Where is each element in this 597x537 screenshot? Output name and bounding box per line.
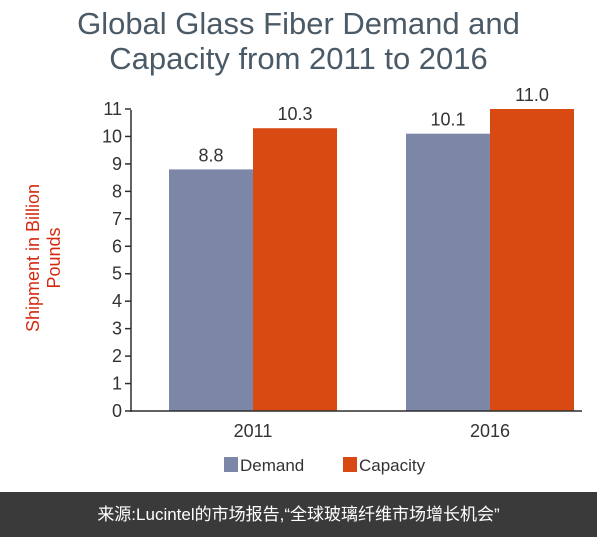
chart-title: Global Glass Fiber Demand and Capacity f… bbox=[0, 6, 597, 76]
bar-capacity-2011 bbox=[253, 128, 337, 411]
x-tick-label: 2016 bbox=[470, 421, 510, 441]
y-tick-label: 9 bbox=[112, 154, 122, 174]
y-tick-label: 4 bbox=[112, 291, 122, 311]
legend-label-capacity: Capacity bbox=[359, 456, 426, 475]
chart-title-line-1: Global Glass Fiber Demand and bbox=[77, 6, 520, 41]
y-tick-label: 2 bbox=[112, 346, 122, 366]
bar-demand-2016 bbox=[406, 133, 490, 411]
data-label: 10.3 bbox=[277, 104, 312, 124]
y-tick-label: 6 bbox=[112, 236, 122, 256]
legend-swatch-demand bbox=[224, 457, 238, 472]
y-tick-label: 10 bbox=[102, 126, 122, 146]
legend-swatch-capacity bbox=[343, 457, 357, 472]
source-text: 来源:Lucintel的市场报告,“全球玻璃纤维市场增长机会” bbox=[97, 505, 500, 524]
data-label: 8.8 bbox=[198, 145, 223, 165]
source-footer: 来源:Lucintel的市场报告,“全球玻璃纤维市场增长机会” bbox=[0, 492, 597, 537]
bars: 8.8 10.3 10.1 11.0 bbox=[169, 85, 574, 411]
y-tick-label: 5 bbox=[112, 264, 122, 284]
y-tick-label: 11 bbox=[103, 99, 122, 119]
legend: Demand Capacity bbox=[224, 456, 426, 475]
data-label: 11.0 bbox=[515, 85, 549, 105]
x-tick-label: 2011 bbox=[234, 421, 273, 441]
y-tick-label: 7 bbox=[112, 209, 122, 229]
chart-title-line-2: Capacity from 2011 to 2016 bbox=[109, 41, 488, 76]
y-axis-ticks: 0 1 2 3 4 5 6 7 8 9 10 11 bbox=[102, 99, 131, 421]
y-tick-label: 0 bbox=[112, 401, 122, 421]
legend-label-demand: Demand bbox=[240, 456, 304, 475]
data-label: 10.1 bbox=[430, 110, 465, 130]
bar-capacity-2016 bbox=[490, 109, 574, 411]
bar-demand-2011 bbox=[169, 169, 253, 411]
y-tick-label: 3 bbox=[112, 319, 122, 339]
x-axis-labels: 2011 2016 bbox=[234, 421, 510, 441]
y-tick-label: 1 bbox=[112, 374, 122, 394]
y-tick-label: 8 bbox=[112, 181, 122, 201]
